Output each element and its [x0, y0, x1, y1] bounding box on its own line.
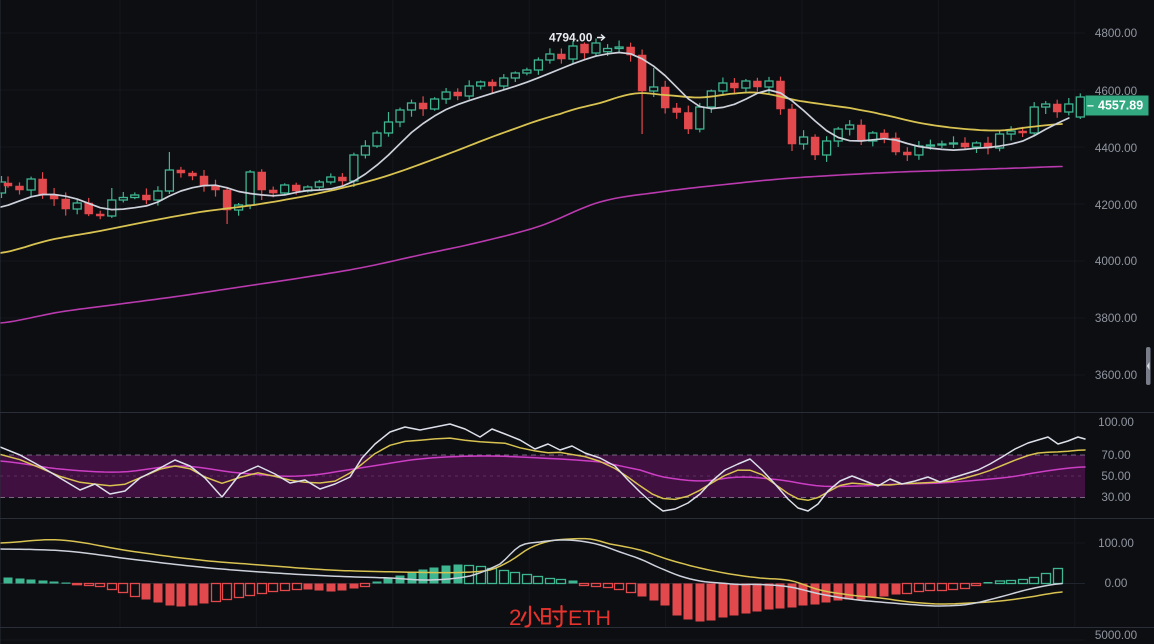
svg-text:4557.89: 4557.89: [1098, 99, 1143, 113]
svg-text:4600.00: 4600.00: [1095, 85, 1138, 98]
svg-text:70.00: 70.00: [1101, 449, 1131, 462]
svg-text:50.00: 50.00: [1101, 470, 1131, 483]
svg-text:4400.00: 4400.00: [1095, 142, 1138, 155]
svg-text:4000.00: 4000.00: [1095, 255, 1138, 268]
svg-text:–: –: [1087, 99, 1094, 113]
svg-text:4200.00: 4200.00: [1095, 199, 1138, 212]
svg-text:100.00: 100.00: [1098, 537, 1134, 550]
svg-text:4794.00: 4794.00: [549, 31, 593, 45]
svg-text:ETH: ETH: [568, 606, 611, 630]
svg-text:4800.00: 4800.00: [1095, 27, 1138, 40]
svg-text:3800.00: 3800.00: [1095, 312, 1138, 325]
svg-text:3600.00: 3600.00: [1095, 369, 1138, 382]
svg-text:100.00: 100.00: [1098, 416, 1134, 429]
svg-text:5000.00: 5000.00: [1095, 629, 1138, 642]
svg-text:2: 2: [509, 605, 522, 630]
svg-text:0.00: 0.00: [1105, 577, 1128, 590]
svg-text:30.00: 30.00: [1101, 491, 1131, 504]
